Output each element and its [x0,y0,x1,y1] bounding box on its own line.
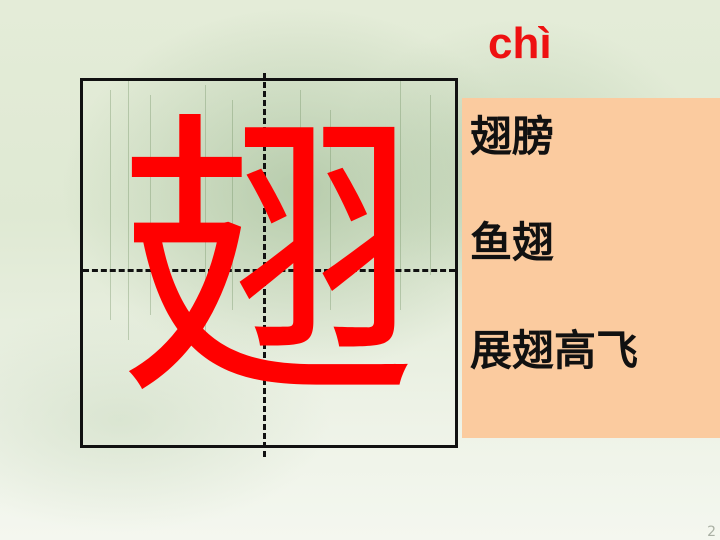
grid-horizontal-guide [83,269,455,272]
pinyin-label: chì [488,19,552,68]
word-item: 展翅高飞 [470,326,639,375]
page-number: 2 [707,524,716,540]
grid-vertical-guide [263,73,266,457]
word-item: 翅膀 [470,112,555,161]
main-character: 翅 [119,88,419,437]
word-item: 鱼翅 [470,218,555,267]
tian-zi-grid [80,73,458,457]
words-panel [462,98,720,438]
